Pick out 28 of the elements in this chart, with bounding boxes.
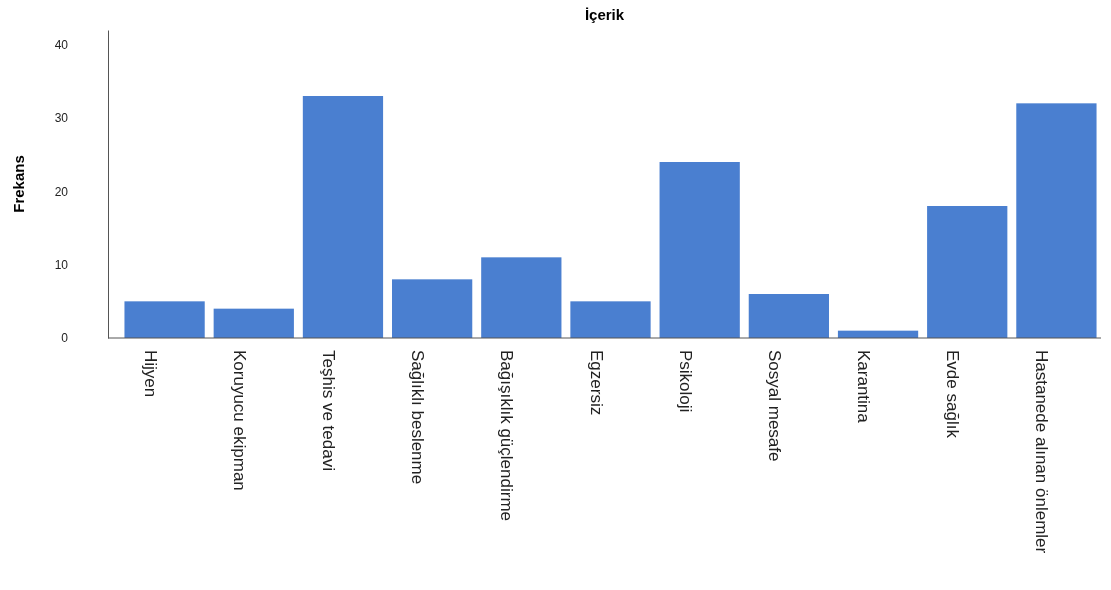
y-tick-label: 0: [61, 331, 69, 346]
x-tick-label: Bağışıklık güçlendirme: [497, 350, 517, 522]
y-tick-label: 10: [54, 258, 69, 273]
bar: [659, 162, 740, 338]
bar: [748, 294, 829, 338]
y-axis-title: Frekans: [10, 155, 27, 213]
bar: [392, 279, 473, 338]
x-tick-label: Egzersiz: [586, 350, 606, 416]
x-tick-label: Sağlıklı beslenme: [408, 350, 428, 485]
y-tick-label: 40: [54, 38, 69, 53]
y-tick-label: 30: [54, 111, 69, 126]
bar: [124, 301, 205, 338]
bar: [1016, 103, 1097, 338]
y-tick-label: 20: [54, 184, 69, 199]
x-tick-label: Hastanede alınan önlemler: [1032, 350, 1052, 554]
bar: [570, 301, 651, 338]
x-tick-label: Sosyal mesafe: [764, 350, 784, 462]
x-tick-label: Psikoloji: [675, 350, 695, 413]
chart-title: İçerik: [584, 6, 625, 23]
bar: [927, 206, 1008, 338]
x-tick-label: Karantina: [854, 350, 874, 424]
bar: [302, 96, 384, 338]
bar: [481, 257, 562, 338]
x-tick-label: Evde sağlık: [943, 350, 963, 439]
x-tick-label: Teşhis ve tedavi: [319, 350, 338, 471]
x-tick-label: Hijyen: [140, 350, 160, 398]
x-tick-label: Koruyucu ekipman: [229, 350, 249, 491]
bar: [213, 308, 294, 338]
